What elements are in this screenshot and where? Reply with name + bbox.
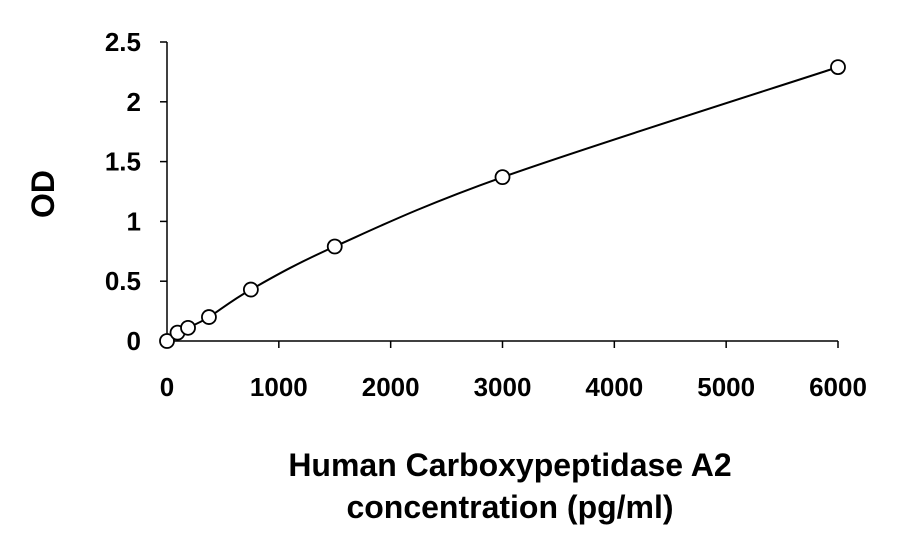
- x-tick-label: 0: [160, 372, 174, 402]
- tick-labels: 0 0.5 1 1.5 2 2.5 0 1000 2000 3000 4000 5000 6000: [105, 27, 867, 402]
- y-tick-label: 1.5: [105, 147, 141, 177]
- data-point: [159, 333, 175, 349]
- x-tick-label: 6000: [809, 372, 867, 402]
- x-tick-label: 2000: [362, 372, 420, 402]
- data-point: [242, 281, 259, 298]
- x-tick-label: 4000: [585, 372, 643, 402]
- data-point: [201, 309, 217, 325]
- data-point: [326, 238, 343, 255]
- y-axis-title: OD: [25, 170, 61, 218]
- fit-curve-group: [166, 66, 839, 342]
- axis-titles: OD Human Carboxypeptidase A2 concentration…: [25, 170, 732, 525]
- data-point: [830, 59, 846, 76]
- data-point: [180, 319, 196, 336]
- y-tick-label: 1: [127, 206, 141, 236]
- x-tick-label: 1000: [250, 372, 308, 402]
- y-tick-label: 0.5: [105, 266, 141, 296]
- x-axis-title-line: Human Carboxypeptidase A2: [288, 447, 731, 483]
- x-tick-label: 5000: [697, 372, 755, 402]
- fit-curve: [166, 66, 839, 342]
- y-tick-label: 2.5: [105, 27, 141, 57]
- x-axis-title-line: concentration (pg/ml): [346, 489, 673, 525]
- y-tick-label: 0: [127, 326, 141, 356]
- data-point: [494, 169, 511, 186]
- axes: [160, 41, 839, 348]
- x-tick-label: 3000: [474, 372, 532, 402]
- y-tick-label: 2: [127, 87, 141, 117]
- data-points: [159, 59, 846, 349]
